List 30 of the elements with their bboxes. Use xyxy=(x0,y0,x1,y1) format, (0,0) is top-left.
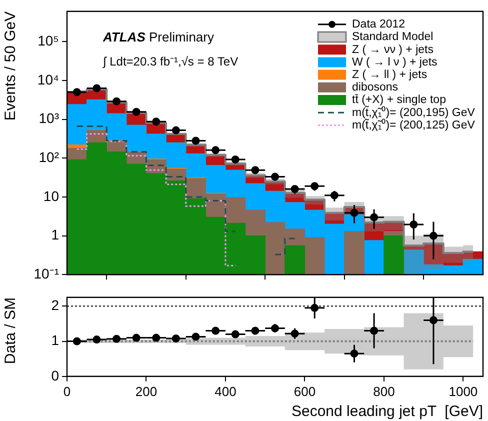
legend-label: m(t̃,χ̃₁⁰)= (200,195) GeV xyxy=(352,105,476,119)
legend-label: m(t̃,χ̃₁⁰)= (200,125) GeV xyxy=(352,118,476,132)
y-tick-label: 10⁻¹ xyxy=(34,265,60,282)
y-tick-label: 10 xyxy=(43,188,60,204)
x-tick-label: 800 xyxy=(373,384,395,399)
x-tick-label: 200 xyxy=(135,384,158,399)
legend-label: Standard Model xyxy=(352,31,434,44)
x-tick-label: 0 xyxy=(63,384,71,399)
x-tick-label: 400 xyxy=(214,384,236,399)
annotation: ATLAS Preliminary xyxy=(102,29,214,44)
y-axis-title: Events / 50 GeV xyxy=(2,11,20,121)
y-tick-label: 10⁵ xyxy=(38,32,59,48)
y-tick-label: 10² xyxy=(38,148,60,165)
x-tick-label: 1000 xyxy=(448,384,478,399)
x-tick-label: 600 xyxy=(294,384,316,399)
y-tick-label: 1 xyxy=(51,332,60,348)
y-tick-label: 1 xyxy=(51,226,60,243)
x-axis-title: Second leading jet pT [GeV] xyxy=(291,403,483,420)
annotation: ∫ Ldt=20.3 fb⁻¹,√s = 8 TeV xyxy=(102,54,238,68)
legend-label: Z ( → ll ) + jets xyxy=(352,68,428,81)
y-tick-label: 10³ xyxy=(38,110,60,126)
y-tick-label: 2 xyxy=(51,297,60,314)
legend-label: dibosons xyxy=(352,82,398,94)
y-tick-label: 0 xyxy=(51,367,60,384)
legend-label: Data 2012 xyxy=(352,18,406,31)
legend-label: Z ( → νν ) + jets xyxy=(352,44,434,56)
y-tick-label: 10⁴ xyxy=(37,71,59,88)
legend-label: W ( → l ν ) + jets xyxy=(352,56,438,68)
y-axis-title: Data / SM xyxy=(2,297,20,364)
legend-label: tt̄ (+X) + single top xyxy=(352,94,446,106)
